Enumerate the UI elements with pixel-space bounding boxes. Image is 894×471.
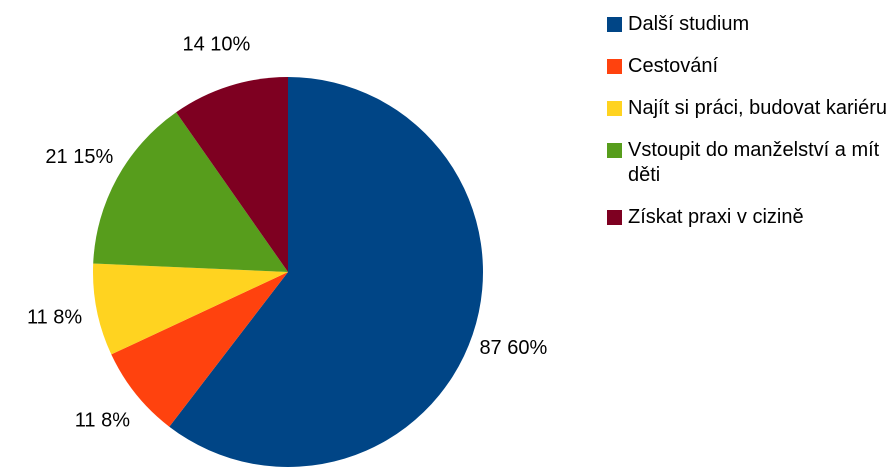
legend-swatch [607, 59, 622, 74]
data-label: 11 8% [75, 409, 130, 431]
legend-label: Další studium [628, 13, 750, 35]
legend-swatch [607, 143, 622, 158]
data-label: 11 8% [27, 307, 82, 329]
legend-item: Další studium [607, 12, 894, 37]
pie-slice [93, 263, 288, 355]
data-label: 87 60% [479, 337, 547, 359]
pie-slice [93, 112, 288, 272]
legend-swatch [607, 17, 622, 32]
legend-swatch [607, 101, 622, 116]
legend-label: Získat praxi v cizině [628, 206, 804, 228]
data-label: 14 10% [183, 33, 251, 55]
pie-slice [169, 77, 484, 467]
legend-item: Vstoupit do manželství a mít děti [607, 138, 894, 188]
legend-label: Cestování [628, 55, 719, 77]
legend-label: Najít si práci, budovat kariéru [628, 97, 888, 119]
pie-slice [111, 272, 288, 427]
legend-item: Cestování [607, 54, 894, 79]
data-label: 21 15% [45, 146, 113, 168]
pie-area: 87 60% 11 8% 11 8% 21 15% 14 10% [27, 33, 547, 467]
legend-item: Najít si práci, budovat kariéru [607, 96, 894, 121]
legend: Další studium Cestování Najít si práci, bu… [607, 12, 894, 247]
legend-swatch [607, 210, 622, 225]
legend-item: Získat praxi v cizině [607, 205, 894, 230]
pie-slice [176, 77, 288, 272]
legend-label: Vstoupit do manželství a mít děti [628, 139, 880, 186]
